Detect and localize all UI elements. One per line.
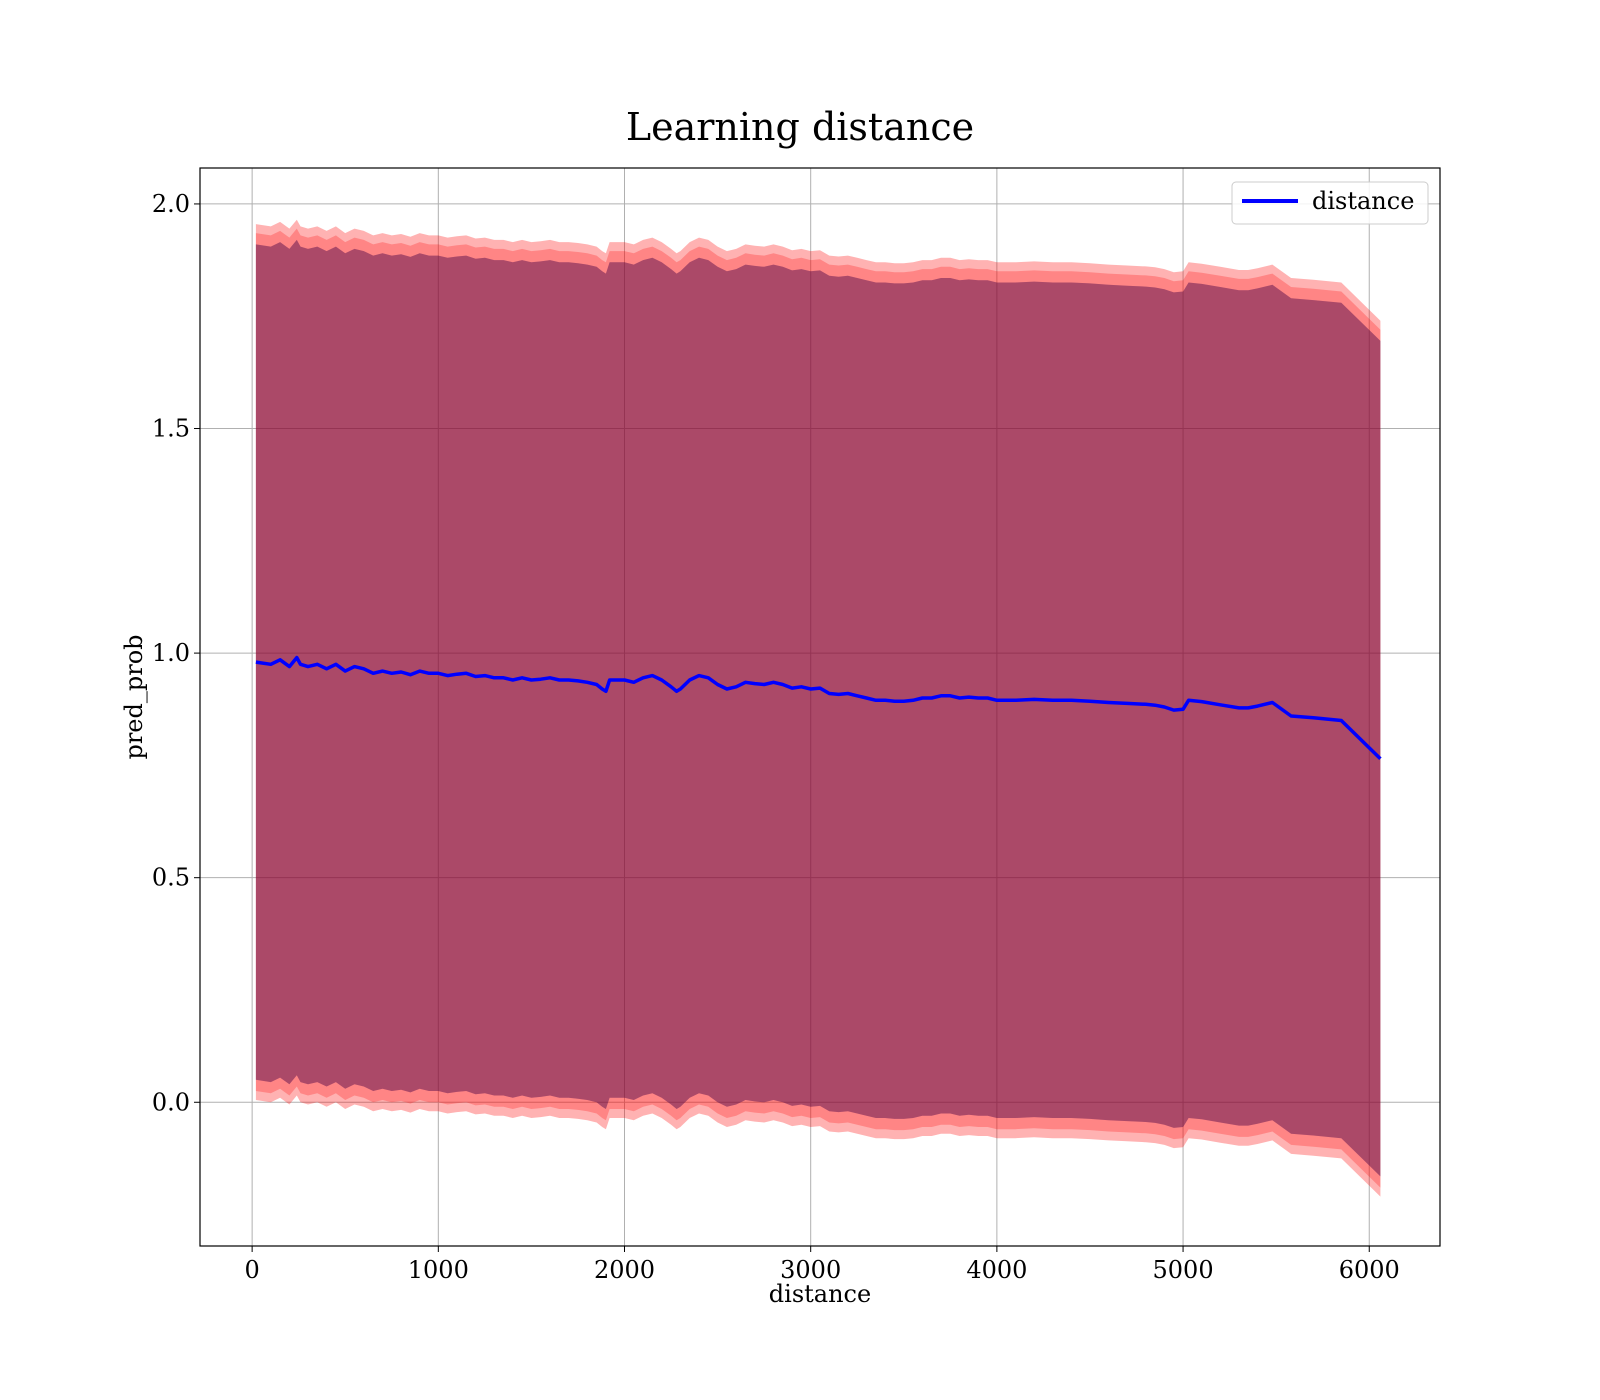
y-tick-label: 2.0 xyxy=(152,190,190,218)
y-tick-label: 1.5 xyxy=(152,415,190,443)
confidence-band-1 xyxy=(255,228,1381,1188)
y-tick-label: 0.0 xyxy=(152,1088,190,1116)
band-layer xyxy=(255,219,1381,1197)
confidence-band-0 xyxy=(255,219,1381,1197)
axis-layer: 0 1000 2000 3000 4000 5000 6000 0.0 0.5 1.0 1.5 2.0 xyxy=(152,167,1441,1284)
x-tick-label: 4000 xyxy=(966,1256,1027,1284)
x-tick-label: 2000 xyxy=(594,1256,655,1284)
confidence-band-3 xyxy=(255,239,1381,1177)
x-tick-label: 6000 xyxy=(1339,1256,1400,1284)
legend-label-distance: distance xyxy=(1312,187,1414,215)
line-layer xyxy=(255,655,1382,760)
x-axis-label: distance xyxy=(769,1280,871,1308)
confidence-band-2 xyxy=(255,239,1381,1177)
legend-box xyxy=(1231,181,1429,225)
y-axis-label: pred_prob xyxy=(120,634,148,759)
series-line-distance xyxy=(255,655,1382,760)
x-tick-label: 5000 xyxy=(1153,1256,1214,1284)
x-tick-label: 0 xyxy=(244,1256,259,1284)
x-tick-label: 1000 xyxy=(408,1256,469,1284)
plot-frame xyxy=(199,167,1441,1247)
chart-title: Learning distance xyxy=(626,105,974,149)
y-tick-label: 1.0 xyxy=(152,639,190,667)
legend: distance xyxy=(1231,181,1429,225)
x-tick-label: 3000 xyxy=(780,1256,841,1284)
y-tick-label: 0.5 xyxy=(152,864,190,892)
